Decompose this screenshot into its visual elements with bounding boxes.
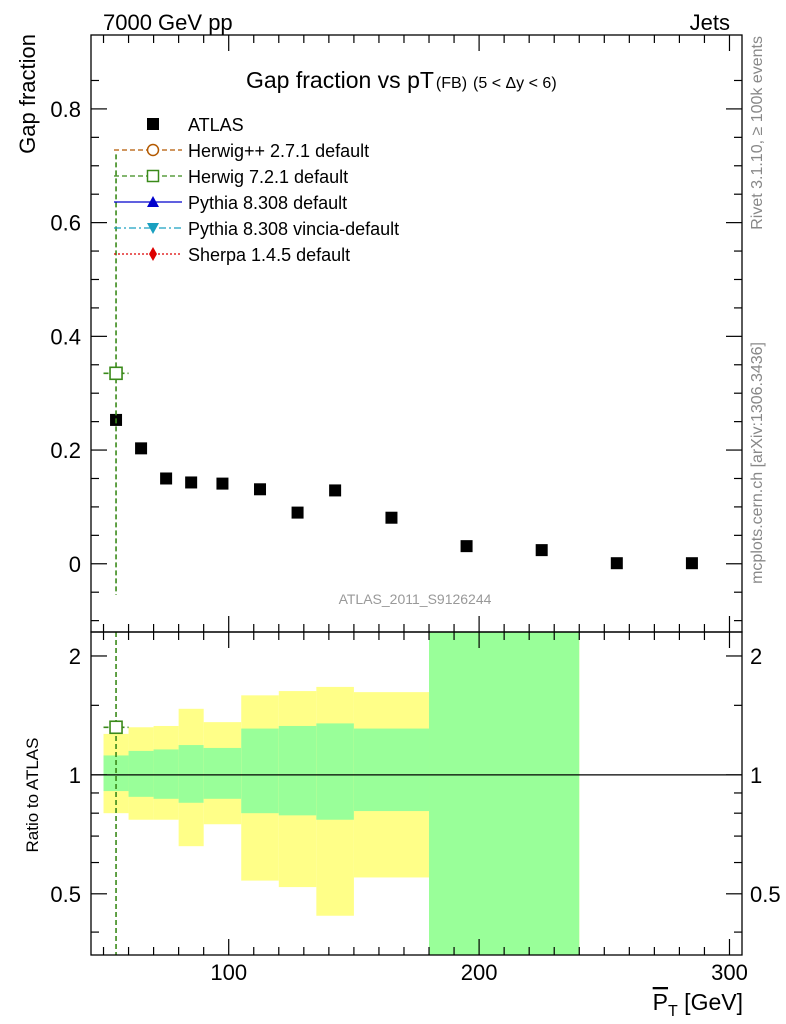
stat-band-8 (353, 728, 430, 812)
main-ytick-label-2: 0.4 (50, 324, 81, 349)
legend-marker-1 (146, 143, 160, 157)
stat-band-1 (128, 750, 154, 797)
legend-label-1: Herwig++ 2.7.1 default (188, 141, 369, 161)
atlas-point-7 (329, 484, 342, 497)
ratio-herwig7-point-0 (109, 720, 123, 735)
chart-title: Gap fraction vs pT (FB) (5 < Δy < 6) (246, 67, 557, 93)
stat-band-3 (178, 745, 204, 803)
chart-title-suffix: (FB) (436, 75, 467, 92)
stat-band-6 (278, 725, 317, 816)
stat-band-4 (203, 747, 242, 799)
ratio-ytick-label-right-0: 0.5 (750, 882, 781, 907)
atlas-point-5 (254, 483, 267, 496)
ratio-xtick-label-0: 100 (210, 960, 247, 985)
main-ytick-label-0: 0 (69, 552, 81, 577)
y-axis-label-ratio: Ratio to ATLAS (23, 738, 42, 853)
atlas-point-8 (385, 511, 398, 524)
ratio-ytick-label-left-0: 0.5 (50, 882, 81, 907)
stat-band-5 (241, 728, 279, 814)
legend: ATLAS Herwig++ 2.7.1 default Herwig 7.2.1 … (114, 115, 399, 265)
legend-marker-3 (147, 196, 159, 207)
atlas-point-6 (291, 506, 304, 519)
ratio-ytick-label-right-2: 2 (750, 644, 762, 669)
atlas-point-2 (160, 472, 173, 485)
stat-band-2 (153, 749, 179, 799)
x-axis-label-p: P (653, 989, 668, 1015)
y-axis-label-main: Gap fraction (15, 34, 40, 154)
header-right: Jets (690, 10, 730, 35)
legend-label-3: Pythia 8.308 default (188, 193, 347, 213)
atlas-point-9 (460, 540, 473, 553)
atlas-point-11 (610, 557, 623, 570)
main-ytick-label-4: 0.8 (50, 97, 81, 122)
ratio-ytick-label-right-1: 1 (750, 763, 762, 788)
axis-ticks: 0 0.2 0.4 0.6 0.8 100 200 300 0.5 0.5 1 1 2 2 (50, 35, 781, 985)
x-axis-label: PT [GeV] (653, 989, 743, 1020)
mcplots-label: mcplots.cern.ch [arXiv:1306.3436] (749, 342, 766, 584)
herwig7-point-0 (109, 366, 123, 381)
chart-title-main: Gap fraction vs pT (246, 67, 434, 93)
atlas-point-3 (185, 476, 198, 489)
legend-label-4: Pythia 8.308 vincia-default (188, 219, 399, 239)
stat-band-9 (429, 632, 580, 955)
ratio-uncertainty-bands (103, 632, 580, 955)
ratio-xtick-label-2: 300 (711, 960, 748, 985)
atlas-point-1 (135, 442, 148, 455)
atlas-point-10 (535, 544, 548, 557)
atlas-point-4 (216, 477, 229, 490)
legend-marker-2 (146, 169, 160, 183)
header-left: 7000 GeV pp (103, 10, 233, 35)
legend-label-0: ATLAS (188, 115, 244, 135)
x-axis-label-sub: T (668, 1003, 678, 1020)
atlas-point-12 (685, 557, 698, 570)
chart-title-cut: (5 < Δy < 6) (473, 75, 557, 92)
ratio-ytick-label-left-2: 2 (69, 644, 81, 669)
ratio-ytick-label-left-1: 1 (69, 763, 81, 788)
legend-label-5: Sherpa 1.4.5 default (188, 245, 350, 265)
ratio-data-markers (103, 632, 129, 955)
main-ytick-label-1: 0.2 (50, 438, 81, 463)
main-ytick-label-3: 0.6 (50, 211, 81, 236)
rivet-label: Rivet 3.1.10, ≥ 100k events (749, 36, 766, 230)
watermark: ATLAS_2011_S9126244 (339, 591, 492, 607)
x-axis-label-unit: [GeV] (678, 989, 743, 1015)
legend-marker-4 (147, 223, 159, 234)
stat-band-7 (316, 723, 354, 820)
legend-marker-0 (147, 118, 159, 130)
legend-label-2: Herwig 7.2.1 default (188, 167, 348, 187)
ratio-xtick-label-1: 200 (461, 960, 498, 985)
legend-marker-5 (149, 247, 157, 261)
